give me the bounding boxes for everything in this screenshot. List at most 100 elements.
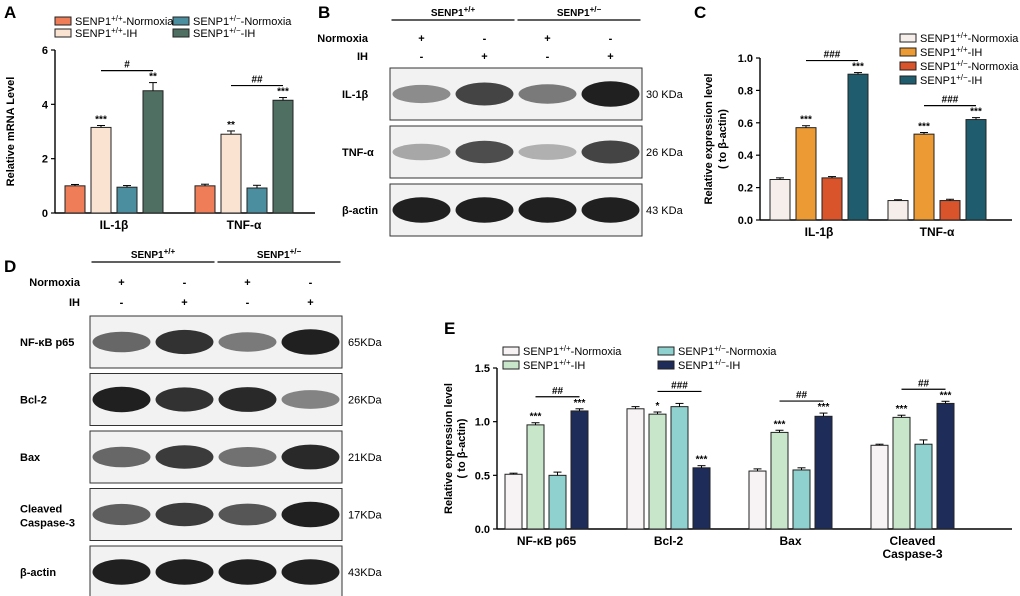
bar (116, 186, 138, 214)
blot-band (392, 143, 451, 161)
condition-mark: - (546, 51, 550, 63)
significance-mark: *** (574, 398, 586, 409)
condition-mark: - (309, 277, 313, 289)
bar (792, 469, 811, 530)
molecular-weight-label: 65KDa (348, 337, 383, 349)
blot-band (281, 329, 340, 355)
blot-band (92, 331, 151, 353)
blot-band (581, 81, 640, 107)
significance-mark: *** (696, 455, 708, 466)
bar (548, 474, 567, 530)
bar (648, 413, 667, 530)
bar (194, 185, 216, 214)
molecular-weight-label: 26KDa (348, 395, 383, 407)
bar (272, 99, 294, 214)
condition-mark: + (307, 297, 313, 309)
chart-c: 0.0 0.2 0.4 0.6 0.8 1.0 Relative expression le… (703, 31, 1019, 239)
bar (692, 467, 711, 530)
blot-b: SENP1+/+ SENP1+/− Normoxia + - + - IH - + - + IL-1β 3… (317, 5, 684, 237)
blot-band (92, 386, 151, 413)
legend-swatch (54, 28, 72, 38)
significance-mark: *** (818, 402, 830, 413)
blot-band (392, 84, 451, 104)
blot-band (155, 502, 214, 527)
condition-mark: + (181, 297, 187, 309)
legend-entry: SENP1+/+-IH (920, 45, 982, 59)
bar (892, 416, 911, 530)
panel-label-d: D (4, 257, 16, 276)
bar (142, 90, 164, 214)
condition-mark: + (544, 33, 550, 45)
bar (870, 444, 889, 530)
bar (914, 443, 933, 530)
blot-band (455, 82, 514, 106)
x-tick-label: IL-1β (100, 218, 129, 232)
condition-label: IH (357, 51, 368, 63)
bar (913, 133, 935, 221)
legend-entry: SENP1+/−-IH (920, 73, 982, 87)
significance-mark: *** (95, 115, 107, 126)
significance-mark: *** (852, 62, 864, 73)
panel-label-e: E (444, 319, 455, 338)
bar (90, 126, 112, 214)
condition-mark: + (607, 51, 613, 63)
y-tick-label: 6 (42, 45, 48, 57)
legend-swatch (172, 28, 190, 38)
significance-mark: ** (149, 72, 157, 83)
legend-entry: SENP1+/−-Normoxia (678, 344, 777, 358)
bar (939, 200, 961, 221)
y-axis-title-line2: ( to β-actin) (717, 109, 729, 169)
blot-band (92, 503, 151, 526)
panel-label-a: A (4, 3, 16, 22)
y-axis-title-line2: ( to β-actin) (456, 418, 468, 478)
genotype-header: SENP1+/+ (431, 5, 476, 19)
legend-swatch (502, 346, 520, 356)
bar (795, 127, 817, 221)
comparison-label: ### (824, 50, 841, 61)
legend-entry: SENP1+/+-Normoxia (75, 14, 174, 28)
comparison-label: ## (552, 386, 564, 397)
blot-band (155, 387, 214, 412)
legend-swatch (54, 16, 72, 26)
condition-mark: - (246, 297, 250, 309)
legend-swatch (172, 16, 190, 26)
condition-label: IH (69, 297, 80, 309)
blot-band (155, 329, 214, 355)
y-tick-label: 0.6 (738, 118, 753, 130)
bar (814, 415, 833, 530)
y-axis-title: Relative mRNA Level (5, 77, 17, 187)
y-tick-label: 4 (42, 99, 49, 111)
blot-row-label: IL-1β (342, 89, 369, 101)
y-tick-label: 1.0 (738, 53, 753, 65)
legend-swatch (899, 33, 917, 43)
comparison-label: ## (251, 75, 263, 86)
bar (821, 177, 843, 221)
legend-entry: SENP1+/+-Normoxia (920, 31, 1019, 45)
x-tick-label: Bcl-2 (654, 534, 684, 548)
legend-swatch (899, 75, 917, 85)
significance-mark: *** (800, 115, 812, 126)
blot-band (92, 446, 151, 468)
x-tick-label: Caspase-3 (882, 547, 942, 561)
x-tick-label: Cleaved (889, 534, 935, 548)
condition-mark: - (609, 33, 613, 45)
y-tick-label: 0.4 (738, 150, 754, 162)
y-axis-title: Relative expression level (443, 383, 455, 514)
blot-row-label: β-actin (342, 205, 378, 217)
blot-band (92, 559, 151, 585)
comparison-label: ### (942, 95, 959, 106)
molecular-weight-label: 26 KDa (646, 147, 684, 159)
comparison-label: ## (796, 390, 808, 401)
comparison-label: ## (918, 378, 930, 389)
y-tick-label: 1.0 (475, 417, 490, 429)
blot-d: SENP1+/+ SENP1+/− Normoxia + - + - IH - + - + NF-κB … (20, 247, 383, 596)
bar (64, 185, 86, 214)
condition-mark: - (483, 33, 487, 45)
blot-row-label: Cleaved (20, 504, 62, 516)
y-axis-title: Relative expression level (703, 74, 715, 205)
blot-band (281, 390, 340, 409)
legend-swatch (657, 360, 675, 370)
legend-swatch (899, 47, 917, 57)
